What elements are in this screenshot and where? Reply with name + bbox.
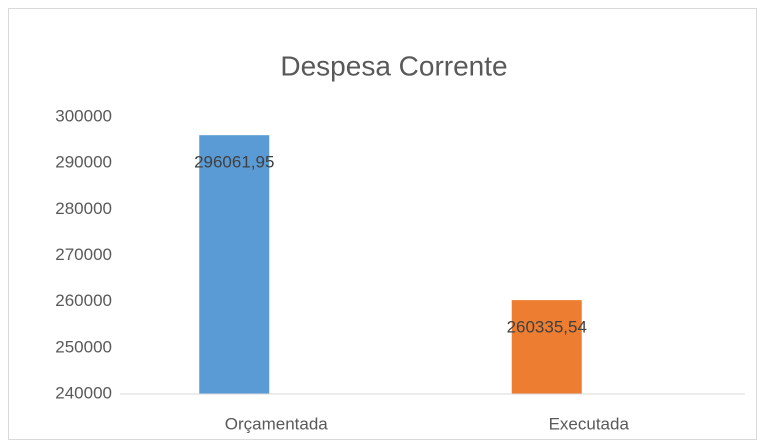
chart-frame xyxy=(8,8,757,440)
data-label: 260335,54 xyxy=(507,318,587,337)
chart-title: Despesa Corrente xyxy=(280,50,507,81)
y-tick-label: 240000 xyxy=(55,383,112,402)
bar xyxy=(199,135,270,394)
x-tick-label: Orçamentada xyxy=(225,414,329,433)
y-tick-label: 250000 xyxy=(55,337,112,356)
data-label: 296061,95 xyxy=(194,153,274,172)
y-tick-label: 290000 xyxy=(55,153,112,172)
y-tick-label: 260000 xyxy=(55,291,112,310)
y-tick-label: 280000 xyxy=(55,199,112,218)
y-tick-label: 270000 xyxy=(55,245,112,264)
y-tick-label: 300000 xyxy=(55,106,112,125)
x-tick-label: Executada xyxy=(549,414,630,433)
bar xyxy=(511,300,582,394)
